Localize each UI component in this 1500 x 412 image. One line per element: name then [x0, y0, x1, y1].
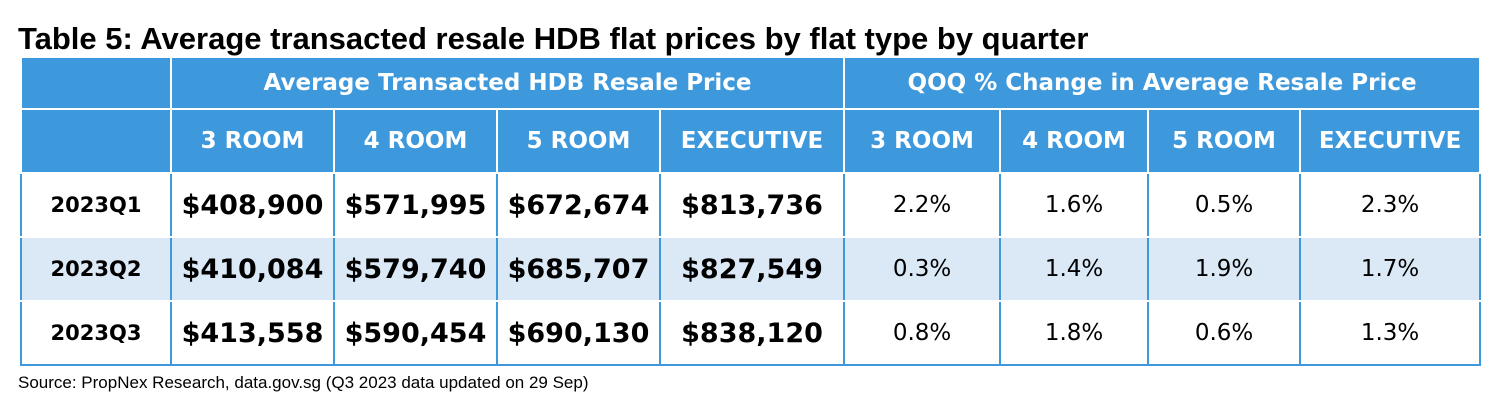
source-note: Source: PropNex Research, data.gov.sg (Q…: [18, 373, 589, 392]
price-cell: $410,084: [170, 236, 335, 302]
group-header-row: Average Transacted HDB Resale Price QOQ …: [20, 56, 1482, 110]
change-cell: 0.3%: [843, 236, 1002, 302]
group-header-price: Average Transacted HDB Resale Price: [169, 56, 846, 110]
change-cell: 1.4%: [999, 236, 1150, 302]
column-header: 4 ROOM: [999, 108, 1150, 174]
change-cell: 2.2%: [843, 172, 1002, 238]
quarter-cell: 2023Q2: [20, 236, 172, 302]
price-cell: $413,558: [170, 300, 335, 366]
table-row: 2023Q2 $410,084 $579,740 $685,707 $827,5…: [20, 236, 1482, 302]
change-cell: 1.8%: [999, 300, 1150, 366]
price-cell: $827,549: [658, 236, 846, 302]
price-cell: $685,707: [496, 236, 661, 302]
group-header-qoq: QOQ % Change in Average Resale Price: [843, 56, 1482, 110]
column-header: 5 ROOM: [1147, 108, 1302, 174]
price-cell: $590,454: [333, 300, 498, 366]
column-header: EXECUTIVE: [1299, 108, 1482, 174]
quarter-cell: 2023Q3: [20, 300, 172, 366]
change-cell: 2.3%: [1299, 172, 1482, 238]
price-cell: $579,740: [333, 236, 498, 302]
column-header: 4 ROOM: [333, 108, 498, 174]
change-cell: 0.6%: [1147, 300, 1302, 366]
change-cell: 0.5%: [1147, 172, 1302, 238]
table-title: Table 5: Average transacted resale HDB f…: [18, 21, 1089, 56]
price-cell: $672,674: [496, 172, 661, 238]
change-cell: 1.9%: [1147, 236, 1302, 302]
change-cell: 1.7%: [1299, 236, 1482, 302]
column-header: 3 ROOM: [843, 108, 1002, 174]
change-cell: 1.6%: [999, 172, 1150, 238]
corner-cell: [20, 56, 172, 110]
price-cell: $838,120: [658, 300, 846, 366]
column-header: EXECUTIVE: [658, 108, 846, 174]
column-header: 5 ROOM: [496, 108, 661, 174]
resale-price-table: Average Transacted HDB Resale Price QOQ …: [20, 56, 1482, 366]
price-cell: $408,900: [170, 172, 335, 238]
price-cell: $813,736: [658, 172, 846, 238]
quarter-column-header: [20, 108, 172, 174]
table-row: 2023Q3 $413,558 $590,454 $690,130 $838,1…: [20, 300, 1482, 366]
change-cell: 1.3%: [1299, 300, 1482, 366]
column-header: 3 ROOM: [170, 108, 335, 174]
change-cell: 0.8%: [843, 300, 1002, 366]
table-row: 2023Q1 $408,900 $571,995 $672,674 $813,7…: [20, 172, 1482, 238]
column-header-row: 3 ROOM 4 ROOM 5 ROOM EXECUTIVE 3 ROOM 4 …: [20, 108, 1482, 174]
quarter-cell: 2023Q1: [20, 172, 172, 238]
price-cell: $571,995: [333, 172, 498, 238]
price-cell: $690,130: [496, 300, 661, 366]
